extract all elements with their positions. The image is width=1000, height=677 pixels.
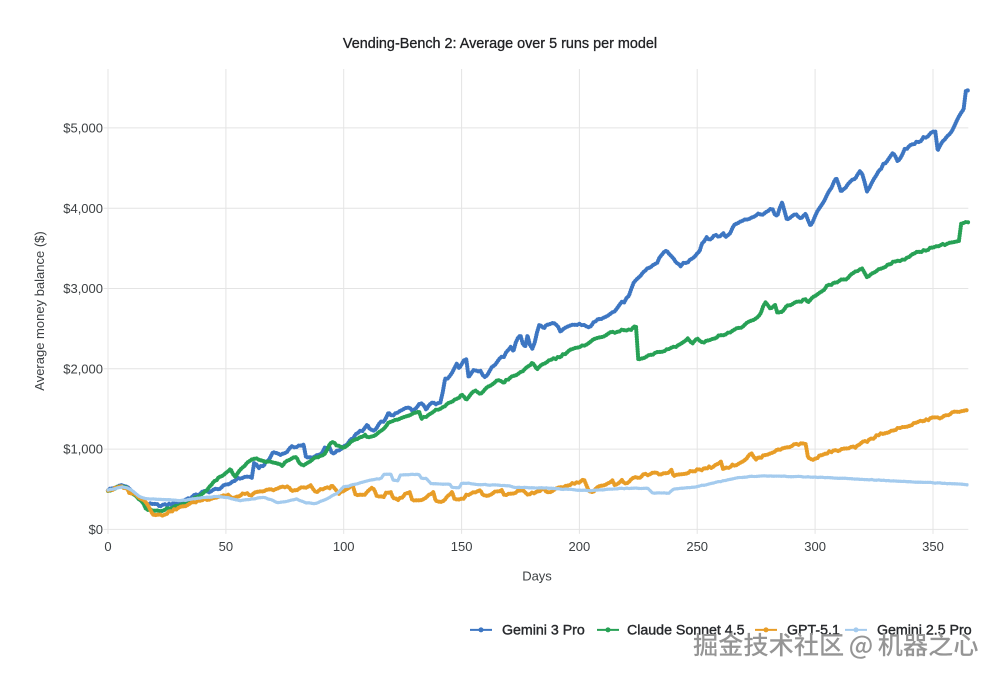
svg-text:Days: Days bbox=[522, 569, 552, 584]
svg-text:Vending-Bench 2: Average over: Vending-Bench 2: Average over 5 runs per… bbox=[343, 36, 657, 52]
svg-text:$5,000: $5,000 bbox=[63, 121, 103, 136]
svg-text:$0: $0 bbox=[89, 522, 103, 537]
svg-text:Gemini 3 Pro: Gemini 3 Pro bbox=[502, 623, 585, 639]
svg-text:250: 250 bbox=[686, 539, 708, 554]
svg-text:Gemini 2.5 Pro: Gemini 2.5 Pro bbox=[877, 623, 972, 639]
svg-text:300: 300 bbox=[804, 539, 826, 554]
svg-text:0: 0 bbox=[104, 539, 111, 554]
svg-text:$4,000: $4,000 bbox=[63, 201, 103, 216]
svg-text:350: 350 bbox=[922, 539, 944, 554]
svg-text:100: 100 bbox=[333, 539, 355, 554]
svg-text:$3,000: $3,000 bbox=[63, 281, 103, 296]
svg-text:150: 150 bbox=[451, 539, 473, 554]
svg-text:$1,000: $1,000 bbox=[63, 442, 103, 457]
svg-text:Average money balance ($): Average money balance ($) bbox=[32, 231, 47, 390]
svg-text:Claude Sonnet 4.5: Claude Sonnet 4.5 bbox=[627, 623, 745, 639]
svg-text:$2,000: $2,000 bbox=[63, 361, 103, 376]
svg-text:200: 200 bbox=[569, 539, 591, 554]
svg-text:50: 50 bbox=[219, 539, 233, 554]
